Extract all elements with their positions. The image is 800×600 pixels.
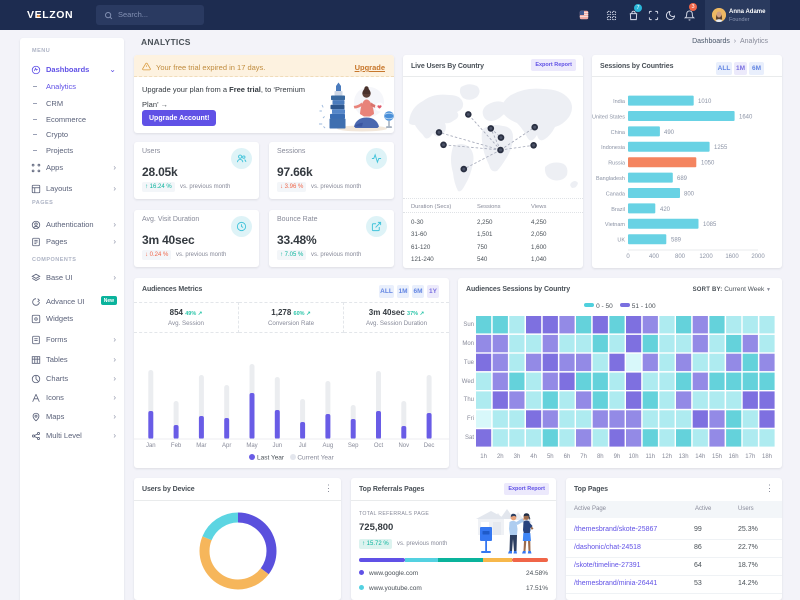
svg-text:3h: 3h bbox=[514, 454, 521, 460]
svg-text:Dec: Dec bbox=[424, 443, 435, 449]
svg-text:Russia: Russia bbox=[608, 161, 626, 167]
svg-text:2h: 2h bbox=[497, 454, 504, 460]
svg-text:0: 0 bbox=[626, 254, 630, 260]
svg-text:Feb: Feb bbox=[171, 443, 182, 449]
svg-text:1010: 1010 bbox=[698, 99, 712, 105]
svg-text:Apr: Apr bbox=[222, 443, 231, 449]
svg-text:15h: 15h bbox=[712, 454, 722, 460]
svg-text:800: 800 bbox=[684, 191, 695, 197]
svg-text:1h: 1h bbox=[480, 454, 487, 460]
svg-text:14h: 14h bbox=[695, 454, 705, 460]
svg-text:589: 589 bbox=[671, 238, 682, 244]
svg-text:8h: 8h bbox=[597, 454, 604, 460]
svg-text:1085: 1085 bbox=[703, 222, 717, 228]
svg-text:Canada: Canada bbox=[606, 191, 626, 197]
svg-text:16h: 16h bbox=[729, 454, 739, 460]
svg-text:1255: 1255 bbox=[714, 145, 728, 151]
svg-text:9h: 9h bbox=[614, 454, 621, 460]
svg-text:1200: 1200 bbox=[699, 254, 713, 260]
svg-text:Nov: Nov bbox=[398, 443, 409, 449]
svg-text:420: 420 bbox=[660, 207, 671, 213]
svg-text:United States: United States bbox=[592, 114, 625, 120]
svg-text:10h: 10h bbox=[629, 454, 639, 460]
svg-text:Vietnam: Vietnam bbox=[605, 222, 625, 228]
svg-text:7h: 7h bbox=[580, 454, 587, 460]
svg-text:1600: 1600 bbox=[725, 254, 739, 260]
svg-text:689: 689 bbox=[677, 176, 688, 182]
svg-text:Brazil: Brazil bbox=[611, 207, 625, 213]
svg-text:4h: 4h bbox=[530, 454, 537, 460]
svg-text:May: May bbox=[246, 443, 257, 449]
svg-text:17h: 17h bbox=[745, 454, 755, 460]
svg-text:6h: 6h bbox=[564, 454, 571, 460]
svg-text:Indonesia: Indonesia bbox=[601, 145, 626, 151]
svg-text:800: 800 bbox=[675, 254, 686, 260]
svg-text:Oct: Oct bbox=[374, 443, 384, 449]
svg-text:1050: 1050 bbox=[701, 161, 715, 167]
svg-text:Bangladesh: Bangladesh bbox=[596, 176, 625, 182]
svg-text:12h: 12h bbox=[662, 454, 672, 460]
svg-text:5h: 5h bbox=[547, 454, 554, 460]
svg-text:Aug: Aug bbox=[323, 443, 334, 449]
svg-text:Jun: Jun bbox=[272, 443, 282, 449]
svg-text:UK: UK bbox=[617, 238, 625, 244]
svg-text:China: China bbox=[611, 130, 626, 136]
svg-text:400: 400 bbox=[649, 254, 660, 260]
svg-text:1640: 1640 bbox=[739, 114, 753, 120]
svg-text:11h: 11h bbox=[646, 454, 656, 460]
svg-text:13h: 13h bbox=[679, 454, 689, 460]
svg-text:India: India bbox=[613, 99, 626, 105]
svg-text:Sep: Sep bbox=[348, 443, 359, 449]
svg-text:Mar: Mar bbox=[196, 443, 206, 449]
svg-text:Jan: Jan bbox=[146, 443, 156, 449]
svg-text:Jul: Jul bbox=[299, 443, 307, 449]
svg-text:2000: 2000 bbox=[751, 254, 765, 260]
svg-text:490: 490 bbox=[664, 130, 675, 136]
svg-text:18h: 18h bbox=[762, 454, 772, 460]
